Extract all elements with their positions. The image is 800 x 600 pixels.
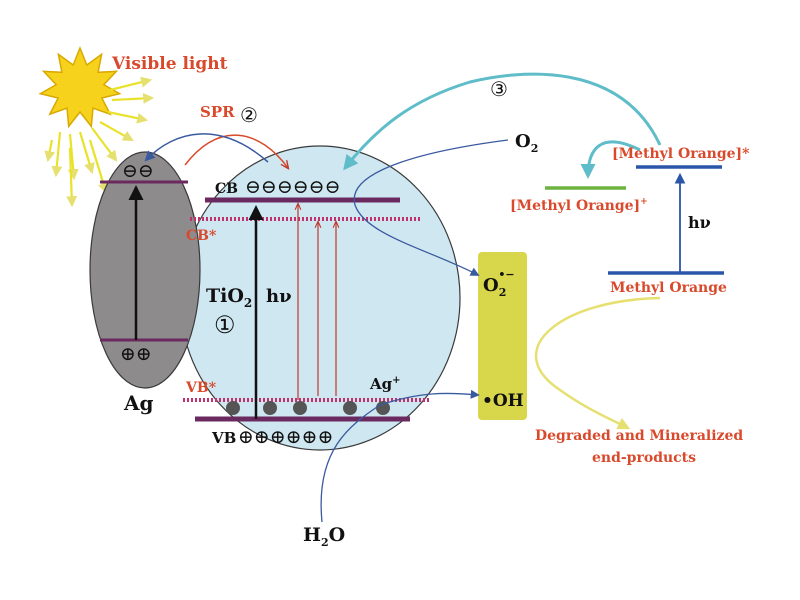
oxygen-label: O2 — [515, 131, 538, 155]
vb-holes: ⊕⊕⊕⊕⊕⊕ — [238, 426, 334, 448]
water-to-hydroxyl-arrow — [320, 389, 480, 523]
spr-transfer-arrow — [184, 134, 288, 168]
tio2-hv-label: hν — [266, 286, 292, 307]
degradation-arrow — [535, 296, 661, 430]
hydroxyl-radical: •OH — [482, 391, 524, 411]
visible-light-label: Visible light — [111, 54, 228, 74]
vb-star-label: VB* — [185, 380, 217, 396]
cation-dye-label: [Methyl Orange]+ — [510, 197, 648, 214]
cb-star-label: CB* — [186, 228, 217, 244]
dye-injection-arrow — [343, 72, 662, 171]
dye-hv-label: hν — [688, 213, 711, 232]
products-line-1: Degraded and Mineralized — [535, 428, 743, 444]
excited-dye-label: [Methyl Orange]* — [612, 146, 750, 162]
superoxide-radical: O2•− — [483, 268, 515, 299]
spr-step-number: ② — [240, 103, 258, 127]
ag-electrons: ⊖⊖ — [122, 160, 154, 182]
step-1-number: ① — [214, 311, 236, 339]
ag-label: Ag — [123, 391, 154, 415]
ground-dye-label: Methyl Orange — [610, 280, 727, 296]
ag-ion-label: Ag+ — [369, 375, 401, 393]
oxygen-to-superoxide-arrow — [353, 139, 509, 276]
spr-label: SPR — [200, 103, 235, 121]
spr-backflow-arrow — [144, 133, 269, 163]
vb-label: VB — [211, 429, 236, 447]
vb-star-trap-dots — [226, 401, 390, 415]
cb-label: CB — [215, 181, 238, 197]
ag-holes: ⊕⊕ — [120, 343, 152, 365]
products-line-2: end-products — [592, 450, 696, 466]
sun-icon — [38, 45, 122, 129]
dye-oxidation-arrow — [580, 140, 641, 179]
cb-electrons: ⊖⊖⊖⊖⊖⊖ — [245, 176, 341, 198]
tio2-label: TiO2 — [206, 285, 252, 310]
water-label: H2O — [303, 524, 345, 549]
step-3-number: ③ — [490, 77, 508, 101]
radical-box — [478, 252, 527, 420]
